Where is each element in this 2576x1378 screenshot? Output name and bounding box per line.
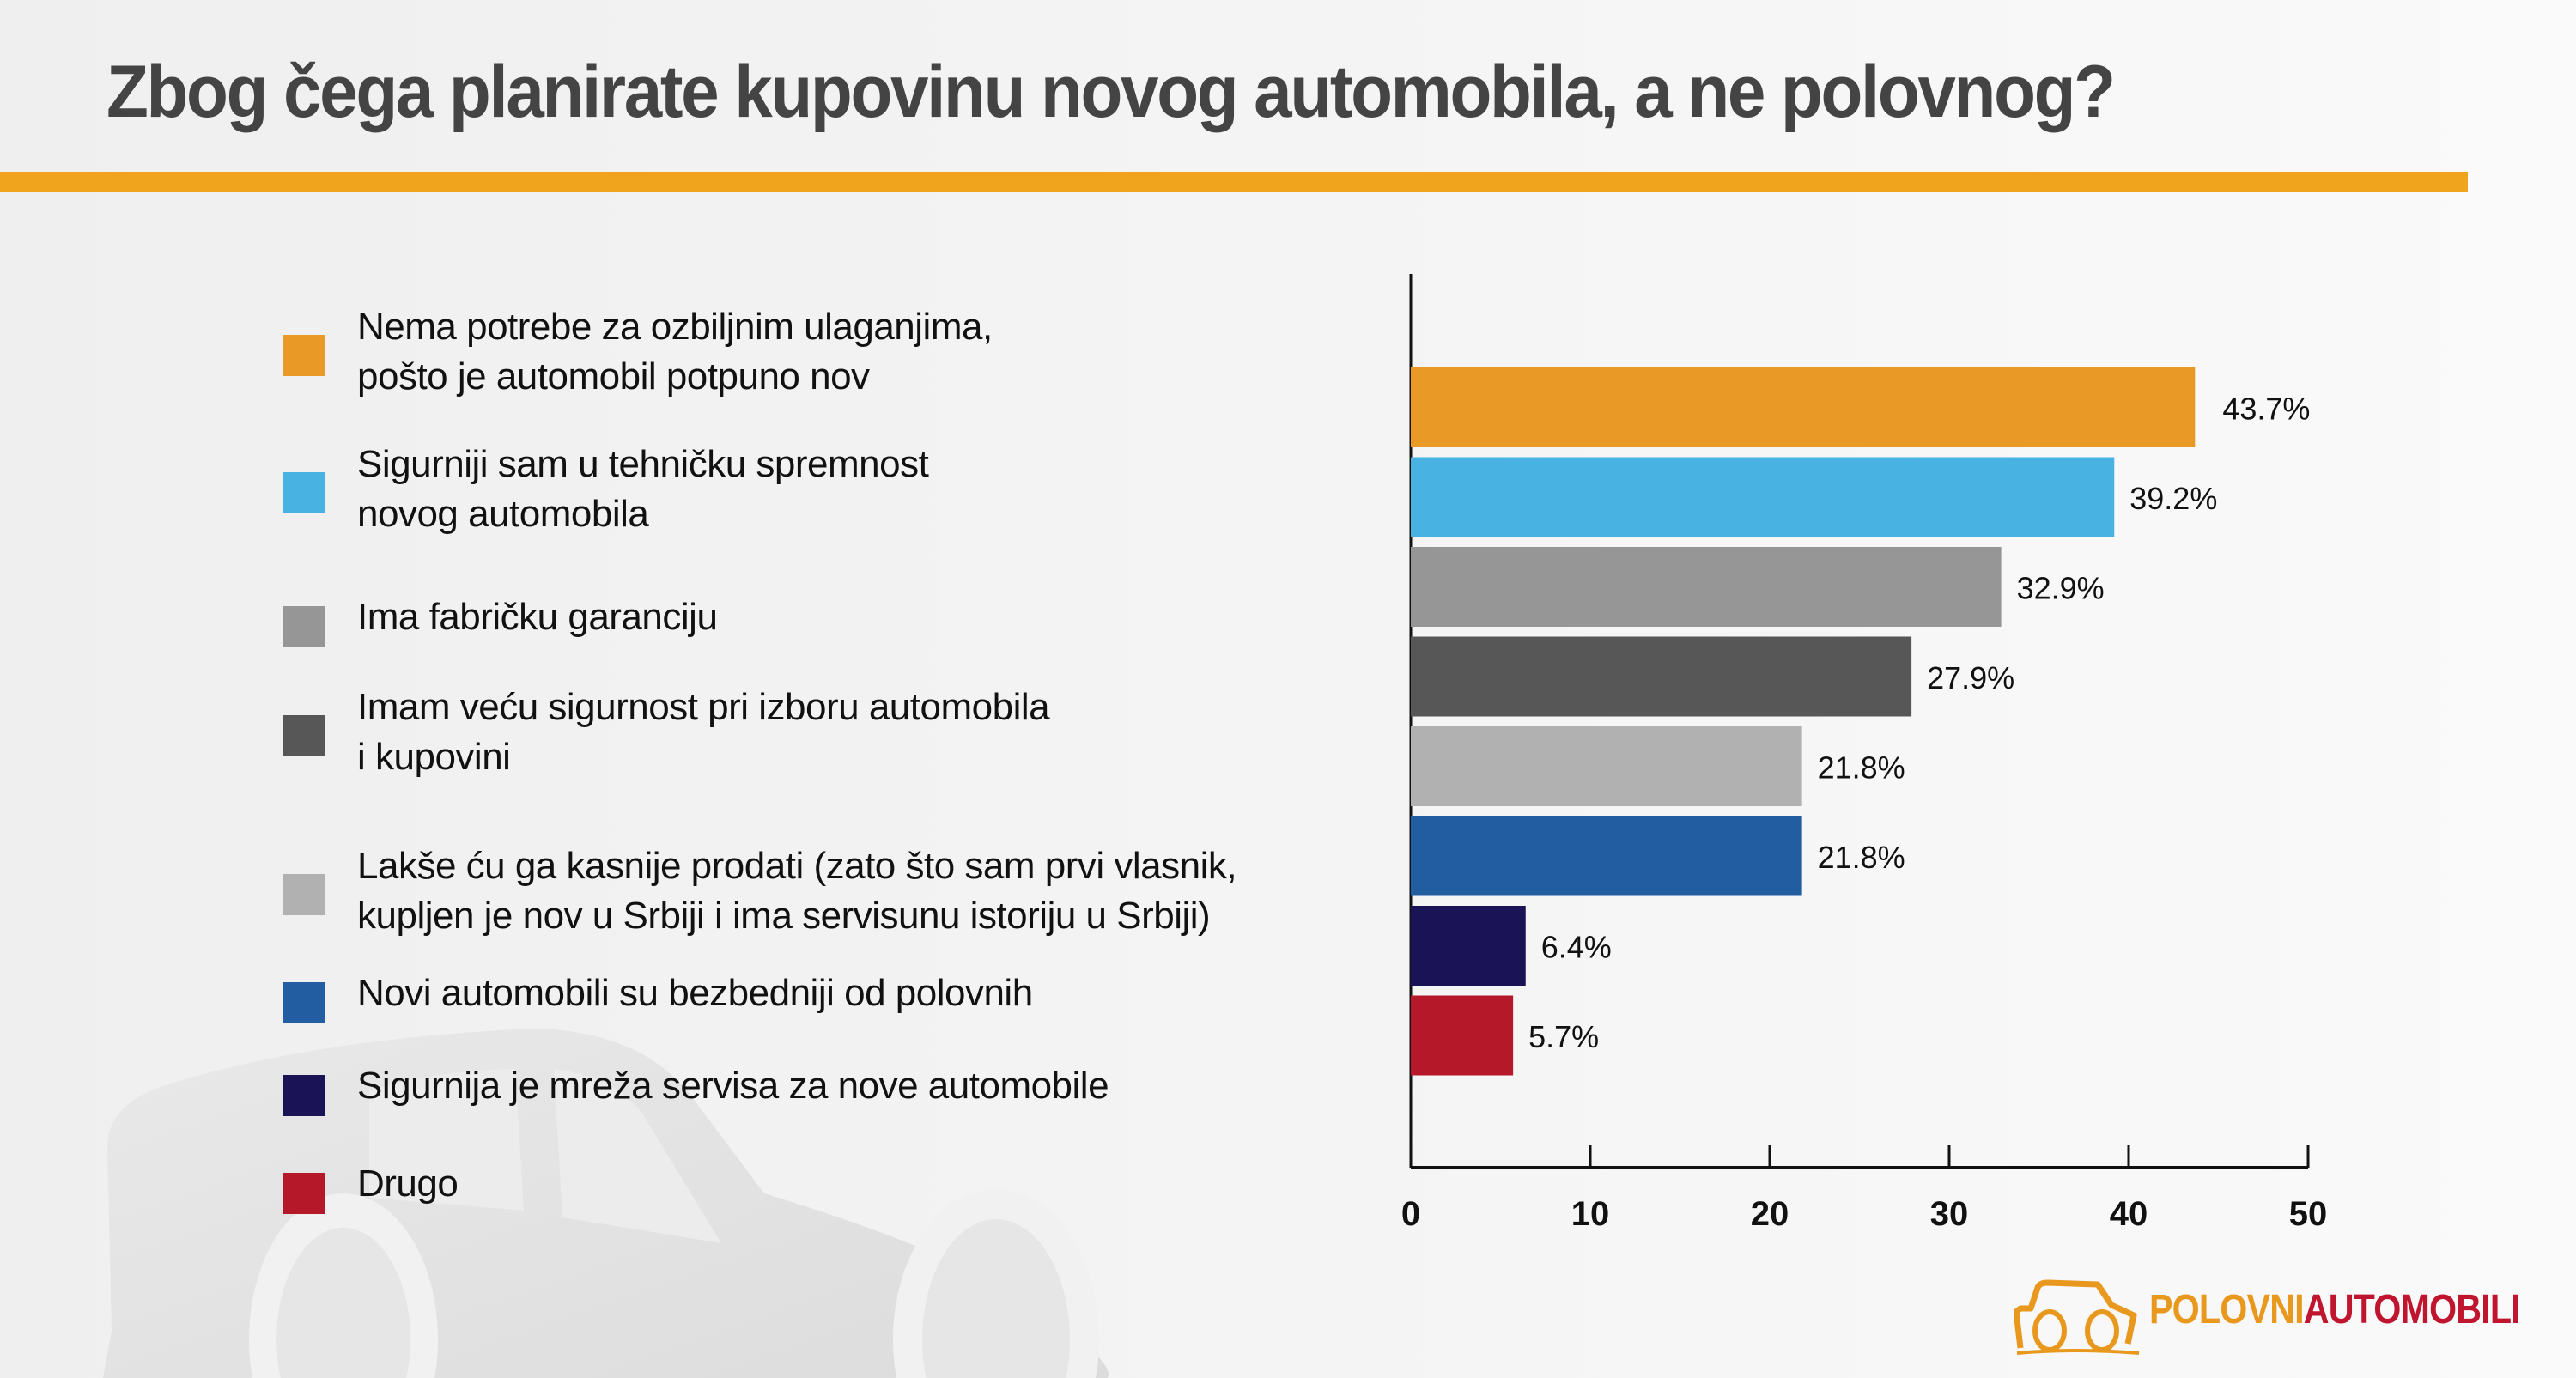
legend-label: Drugo (357, 1162, 459, 1205)
logo-text: POLOVNIAUTOMOBILI (2149, 1286, 2521, 1333)
logo-text-polovni: POLOVNI (2149, 1287, 2305, 1332)
x-tick-label-1: 10 (1571, 1195, 1610, 1233)
bar-value-label-1: 39.2% (2129, 481, 2217, 516)
x-tick-label-4: 40 (2110, 1195, 2148, 1233)
bar-4 (1411, 726, 1802, 806)
car-silhouette-background (103, 1029, 1109, 1378)
bar-5 (1411, 816, 1802, 896)
legend-swatch (283, 472, 325, 513)
bar-6 (1411, 906, 1526, 986)
bar-2 (1411, 547, 2002, 627)
legend-swatch (283, 715, 325, 756)
bar-value-label-3: 27.9% (1927, 660, 2014, 695)
logo: POLOVNIAUTOMOBILI (2013, 1279, 2563, 1357)
bar-1 (1411, 457, 2115, 537)
legend-label: Imam veću sigurnost pri izboru automobil… (357, 686, 1050, 778)
legend-label: Lakše ću ga kasnije prodati (zato što sa… (357, 845, 1237, 937)
legend-label: Ima fabričku garanciju (357, 596, 718, 638)
bar-0 (1411, 367, 2196, 447)
legend-swatch (283, 874, 325, 915)
bar-7 (1411, 995, 1514, 1076)
bar-3 (1411, 636, 1912, 717)
legend-swatch (283, 335, 325, 376)
legend-swatch (283, 606, 325, 647)
logo-text-automobili: AUTOMOBILI (2303, 1287, 2521, 1332)
bar-value-label-2: 32.9% (2017, 571, 2105, 606)
x-tick-label-5: 50 (2289, 1195, 2328, 1233)
page-title: Zbog čega planirate kupovinu novog autom… (106, 51, 2116, 133)
legend-swatch (283, 1075, 325, 1116)
legend-swatch (283, 982, 325, 1023)
legend-swatch (283, 1173, 325, 1214)
x-tick-label-2: 20 (1751, 1195, 1789, 1233)
bar-value-label-0: 43.7% (2222, 392, 2310, 427)
legend-label: Sigurnija je mreža servisa za nove autom… (357, 1065, 1109, 1107)
logo-car-icon (2013, 1279, 2140, 1355)
bar-value-label-7: 5.7% (1528, 1019, 1599, 1054)
bar-value-label-6: 6.4% (1541, 930, 1612, 965)
x-tick-label-0: 0 (1401, 1195, 1420, 1233)
title-underline-rule (0, 172, 2468, 192)
x-tick-label-3: 30 (1930, 1195, 1969, 1233)
bar-value-label-4: 21.8% (1818, 750, 1905, 786)
legend-label: Sigurniji sam u tehničku spremnost novog… (357, 443, 929, 535)
legend-label: Novi automobili su bezbedniji od polovni… (357, 972, 1033, 1014)
legend-label: Nema potrebe za ozbiljnim ulaganjima, po… (357, 306, 993, 398)
bar-value-label-5: 21.8% (1818, 840, 1905, 875)
